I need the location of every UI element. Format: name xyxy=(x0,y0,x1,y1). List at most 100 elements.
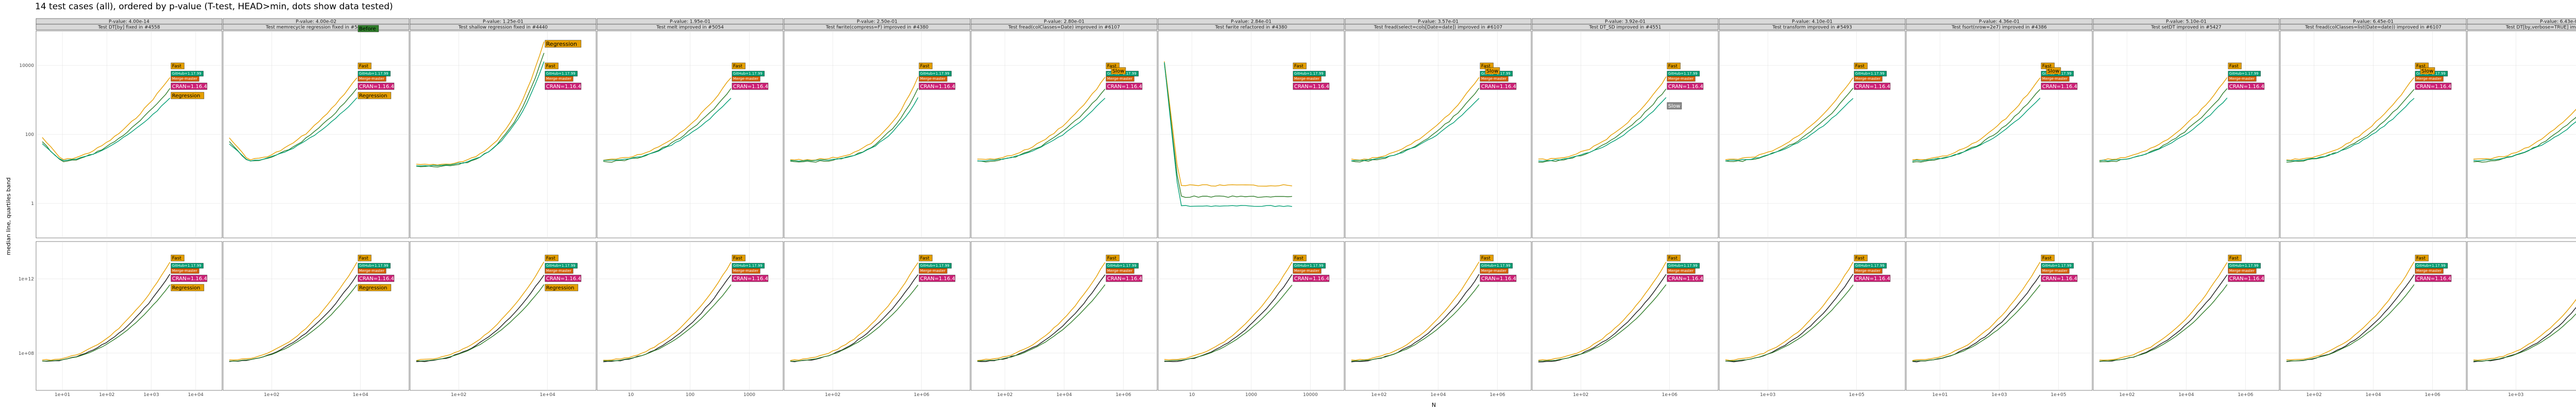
series-line-fast-seconds xyxy=(1538,76,1667,161)
label-merge-kilobytes-box xyxy=(1106,268,1134,274)
label-cran-seconds: CRAN=1.16.4 xyxy=(358,82,395,90)
label-cran-seconds: CRAN=1.16.4 xyxy=(2041,82,2078,90)
label-github-seconds: GitHub=1.17.99 xyxy=(171,71,204,77)
x-tick-label: 1e+04 xyxy=(1056,392,1072,398)
label-fast-seconds-text: Fast xyxy=(733,64,743,69)
label-github-seconds-text: GitHub=1.17.99 xyxy=(733,72,762,76)
label-cran-seconds-box xyxy=(1854,82,1891,90)
label-slow-seconds-box xyxy=(1111,67,1126,75)
series-line-before-kilobytes xyxy=(1164,284,1293,362)
label-github-seconds: GitHub=1.17.99 xyxy=(1667,71,1700,77)
label-slow-seconds: Slow xyxy=(2046,67,2061,75)
series-line-fast-seconds xyxy=(790,76,919,161)
label-cran-kilobytes-text: CRAN=1.16.4 xyxy=(1668,276,1703,282)
series-line-before-kilobytes xyxy=(603,284,732,362)
x-tick-label: 10000 xyxy=(1303,392,1318,398)
series-line-github-seconds xyxy=(2099,97,2228,162)
label-cran-kilobytes: CRAN=1.16.4 xyxy=(1854,274,1891,282)
label-fast-kilobytes-text: Fast xyxy=(1294,256,1304,261)
x-tick-label: 1e+04 xyxy=(1430,392,1446,398)
label-fast-kilobytes-box xyxy=(1106,254,1120,262)
label-merge-seconds-text: Merge-master xyxy=(733,77,758,81)
label-fast-kilobytes: Fast xyxy=(171,254,184,262)
label-fast-kilobytes-text: Fast xyxy=(359,256,369,261)
x-tick-label: 10 xyxy=(1189,392,1195,398)
facet-strip-test xyxy=(2280,24,2467,30)
x-tick-label: 1e+03 xyxy=(1760,392,1775,398)
label-cran-kilobytes: CRAN=1.16.4 xyxy=(2041,274,2078,282)
series-line-fast-kilobytes xyxy=(2473,299,2576,361)
x-tick-label: 1000 xyxy=(743,392,755,398)
label-fast-seconds: Fast xyxy=(1854,62,1868,70)
facet-strip-test xyxy=(1158,24,1345,30)
label-fast-kilobytes-text: Fast xyxy=(2042,256,2052,261)
label-merge-seconds: Merge-master xyxy=(1667,76,1696,82)
label-regression-seconds-text: Regression xyxy=(172,93,200,99)
label-regression-kilobytes-box xyxy=(171,284,205,291)
label-fast-seconds: Fast xyxy=(1293,62,1307,70)
series-line-base-kilobytes xyxy=(790,274,919,363)
facet-test-label: Test fwrite refactored in #4380 xyxy=(1215,25,1287,30)
label-merge-seconds-text: Merge-master xyxy=(359,77,384,81)
label-fast-kilobytes-text: Fast xyxy=(733,256,743,261)
label-cran-kilobytes: CRAN=1.16.4 xyxy=(1480,274,1517,282)
label-cran-kilobytes-text: CRAN=1.16.4 xyxy=(1107,276,1142,282)
label-merge-kilobytes: Merge-master xyxy=(2041,268,2070,274)
series-line-github-seconds xyxy=(1725,98,1854,162)
label-cran-kilobytes: CRAN=1.16.4 xyxy=(919,274,956,282)
x-tick-label: 1e+05 xyxy=(2050,392,2066,398)
label-cran-seconds-text: CRAN=1.16.4 xyxy=(1855,84,1890,90)
label-fast-kilobytes-box xyxy=(919,254,933,262)
label-merge-seconds-box xyxy=(2228,76,2257,82)
label-merge-kilobytes: Merge-master xyxy=(1480,268,1509,274)
label-fast-kilobytes-text: Fast xyxy=(920,256,930,261)
label-cran-seconds-box xyxy=(1293,82,1330,90)
label-slow-seconds-text: Slow xyxy=(2421,68,2433,74)
series-line-fast-kilobytes xyxy=(2099,262,2228,361)
label-cran-seconds-box xyxy=(358,82,395,90)
label-fast-seconds-box xyxy=(545,62,558,70)
series-line-before-kilobytes xyxy=(2099,284,2228,362)
x-tick-label: 1e+06 xyxy=(2425,392,2441,398)
label-fast-kilobytes-box xyxy=(171,254,184,262)
label-regression-top-box xyxy=(545,40,582,48)
label-cran-kilobytes-text: CRAN=1.16.4 xyxy=(1294,276,1329,282)
label-fast-kilobytes-box xyxy=(545,254,558,262)
label-merge-kilobytes: Merge-master xyxy=(1293,268,1321,274)
label-merge-kilobytes-text: Merge-master xyxy=(1294,269,1319,273)
series-line-fast-seconds xyxy=(42,77,171,160)
label-merge-seconds-box xyxy=(2041,76,2070,82)
label-merge-seconds: Merge-master xyxy=(1106,76,1134,82)
label-cran-kilobytes-box xyxy=(919,274,956,282)
label-merge-kilobytes-box xyxy=(2415,268,2444,274)
series-line-fast-kilobytes xyxy=(1351,262,1480,361)
label-merge-kilobytes-text: Merge-master xyxy=(1107,269,1132,273)
label-github-kilobytes: GitHub=1.17.99 xyxy=(1667,263,1700,269)
label-merge-seconds-box xyxy=(732,76,760,82)
facet-pvalue-label: P-value: 2.84e-01 xyxy=(1231,20,1272,25)
label-cran-seconds-box xyxy=(1480,82,1517,90)
series-line-fast-kilobytes xyxy=(416,262,545,361)
series-line-fast-kilobytes xyxy=(790,262,919,361)
facet-strip-test xyxy=(36,24,223,30)
x-tick-label: 1e+04 xyxy=(2365,392,2381,398)
label-cran-kilobytes: CRAN=1.16.4 xyxy=(171,274,208,282)
label-regression-kilobytes-text: Regression xyxy=(359,285,387,291)
label-cran-kilobytes-text: CRAN=1.16.4 xyxy=(172,276,207,282)
label-cran-seconds: CRAN=1.16.4 xyxy=(545,82,582,90)
label-cran-seconds-text: CRAN=1.16.4 xyxy=(2042,84,2077,90)
label-fast-seconds-box xyxy=(1854,62,1868,70)
y-axis-title: median line, quartiles band xyxy=(5,178,12,255)
label-fast-kilobytes: Fast xyxy=(2041,254,2055,262)
series-line-fast-seconds xyxy=(603,77,732,161)
label-fast-kilobytes-text: Fast xyxy=(1481,256,1491,261)
facet-strip-test xyxy=(410,24,597,30)
series-line-before-kilobytes xyxy=(1538,284,1667,362)
label-merge-seconds-text: Merge-master xyxy=(2416,77,2442,81)
facet-test-label: Test fsort(nrow=2e7) improved in #4386 xyxy=(1951,25,2047,30)
label-cran-seconds: CRAN=1.16.4 xyxy=(1106,82,1143,90)
label-fast-seconds-text: Fast xyxy=(1855,64,1865,69)
label-merge-kilobytes: Merge-master xyxy=(171,268,199,274)
